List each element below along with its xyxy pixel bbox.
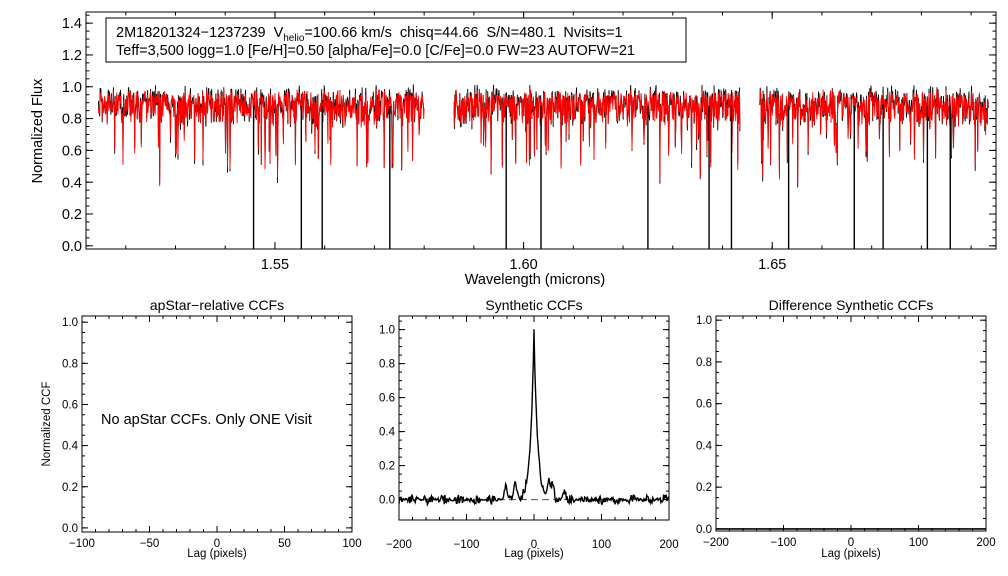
synthetic-ccf-panel: −200 −100 0 100 200 0.0 0.2 0.4 0.6 0.8 1.0 Synthe…	[379, 297, 679, 560]
x-tick-label: 50	[278, 538, 291, 550]
apstar-ccf-xlabel: Lag (pixels)	[187, 548, 247, 560]
y-tick-label: 0.0	[379, 495, 395, 507]
difference-ccf-frame	[715, 315, 987, 532]
x-tick-label: 1.55	[261, 257, 289, 273]
spectrum-ylabel: Normalized Flux	[30, 78, 46, 183]
x-tick-label: 0	[214, 538, 220, 550]
y-tick-label: 1.0	[379, 325, 395, 337]
difference-ccf-xlabel: Lag (pixels)	[821, 548, 881, 560]
title-v-label: V	[274, 25, 284, 41]
spectrum-traces	[97, 84, 989, 249]
synthetic-ccf-title: Synthetic CCFs	[485, 297, 582, 313]
apstar-ccf-ticks: −100 −50 0 50 100 0.0 0.2 0.4 0.6 0.8 1.0	[62, 316, 362, 550]
y-tick-label: 0.2	[62, 207, 82, 223]
x-tick-label: −100	[771, 537, 797, 549]
y-tick-label: 0.6	[62, 399, 78, 411]
y-tick-label: 0.2	[62, 482, 78, 494]
y-tick-label: 0.4	[379, 427, 396, 439]
x-tick-label: 0	[848, 537, 854, 549]
y-tick-label: 0.0	[696, 524, 712, 536]
y-tick-label: 0.8	[62, 112, 82, 128]
model-spectrum-chip-3	[759, 89, 989, 183]
title-snr: S/N=480.1	[486, 25, 555, 41]
title-v-value: =100.66 km/s	[304, 25, 391, 41]
x-tick-label: 1.65	[758, 257, 786, 273]
y-tick-label: 0.8	[379, 359, 395, 371]
x-tick-label: 100	[592, 539, 611, 551]
apstar-ccf-ylabel: Normalized CCF	[41, 382, 53, 467]
apstar-ccf-panel: −100 −50 0 50 100 0.0 0.2 0.4 0.6 0.8 1.0 apStar−r…	[41, 297, 362, 560]
x-tick-label: 100	[342, 538, 361, 550]
x-tick-label: −100	[69, 538, 95, 550]
title-nvisits: Nvisits=1	[563, 25, 622, 41]
title-v-sub: helio	[283, 33, 305, 44]
x-tick-label: 100	[909, 537, 928, 549]
y-tick-label: 0.2	[696, 482, 712, 494]
synthetic-ccf-curve	[398, 329, 670, 507]
spectrum-xlabel: Wavelength (microns)	[465, 272, 605, 288]
y-tick-label: 1.0	[696, 315, 712, 327]
y-tick-label: 0.0	[62, 523, 78, 535]
difference-ccf-title: Difference Synthetic CCFs	[769, 297, 934, 313]
spectrum-frame	[85, 11, 997, 250]
model-spectrum-chip-2	[453, 89, 741, 181]
x-tick-label: −100	[454, 539, 480, 551]
y-tick-label: 0.4	[62, 175, 82, 191]
y-tick-label: 0.2	[379, 461, 395, 473]
synthetic-ccf-ticks: −200 −100 0 100 200 0.0 0.2 0.4 0.6 0.8 1.0	[379, 316, 679, 551]
x-tick-label: 1.60	[509, 257, 537, 273]
apstar-ccf-title: apStar−relative CCFs	[150, 297, 284, 313]
model-spectrum-chip-1	[97, 89, 425, 187]
difference-ccf-ticks: −200 −100 0 100 200 0.0 0.2 0.4 0.6 0.8 1.0	[696, 315, 996, 549]
spectrum-title-line2: Teff=3,500 logg=1.0 [Fe/H]=0.50 [alpha/F…	[116, 43, 635, 59]
y-tick-label: 0.0	[62, 239, 82, 255]
y-tick-label: 1.4	[62, 16, 82, 32]
spectrum-ticks: 1.55 1.60 1.65 0.0 0.2 0.4 0.6 0.8 1.0 1.2 1.4	[62, 12, 996, 273]
x-tick-label: −200	[703, 537, 729, 549]
title-star-id: 2M18201324−1237239	[116, 25, 266, 41]
y-tick-label: 0.6	[379, 393, 395, 405]
title-chisq: chisq=44.66	[400, 25, 479, 41]
y-tick-label: 1.0	[62, 80, 82, 96]
synthetic-ccf-xlabel: Lag (pixels)	[504, 548, 564, 560]
x-tick-label: 200	[659, 539, 678, 551]
y-tick-label: 1.2	[62, 48, 82, 64]
y-tick-label: 0.6	[696, 399, 712, 411]
apstar-ccf-annotation: No apStar CCFs. Only ONE Visit	[101, 412, 312, 428]
spectrum-title-line1: 2M18201324−1237239 Vhelio=100.66 km/s chis…	[116, 25, 623, 44]
y-tick-label: 0.4	[62, 441, 79, 453]
x-tick-label: 200	[976, 537, 995, 549]
y-tick-label: 0.8	[62, 358, 78, 370]
y-tick-label: 0.6	[62, 143, 82, 159]
y-tick-label: 0.4	[696, 440, 713, 452]
y-tick-label: 1.0	[62, 317, 78, 329]
difference-ccf-panel: −200 −100 0 100 200 0.0 0.2 0.4 0.6 0.8 1.0 Differ…	[696, 297, 996, 560]
x-tick-label: 0	[531, 539, 537, 551]
spectrum-panel: 1.55 1.60 1.65 0.0 0.2 0.4 0.6 0.8 1.0 1.2 1.4 2M1…	[30, 11, 997, 288]
spectrum-title-box	[105, 17, 687, 63]
x-tick-label: −200	[386, 539, 412, 551]
x-tick-label: −50	[140, 538, 160, 550]
y-tick-label: 0.8	[696, 357, 712, 369]
